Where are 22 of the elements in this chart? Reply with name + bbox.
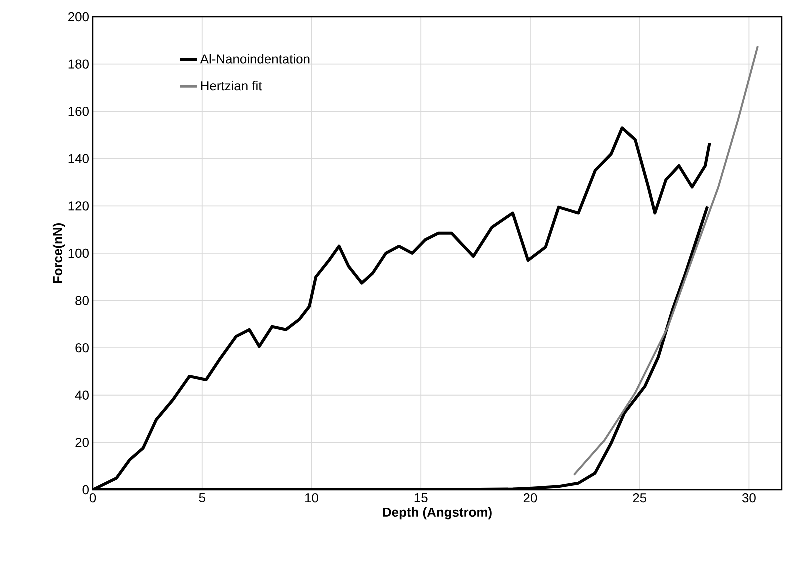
x-tick-label: 5 xyxy=(199,494,206,503)
y-tick-label: 180 xyxy=(68,60,89,69)
y-tick-label: 200 xyxy=(68,12,89,22)
y-tick-label: 160 xyxy=(68,106,89,116)
y-tick-label: 100 xyxy=(68,248,89,258)
y-axis-title: Force(nN) xyxy=(52,224,66,284)
x-tick-label: 30 xyxy=(742,494,756,503)
y-tick-label: 80 xyxy=(76,296,89,306)
x-axis-title: Depth (Angstrom) xyxy=(383,508,492,520)
y-tick-label: 20 xyxy=(76,438,89,448)
x-tick-label: 25 xyxy=(633,494,646,503)
x-tick-label: 15 xyxy=(414,494,428,503)
x-tick-label: 10 xyxy=(306,494,318,503)
y-tick-label: 60 xyxy=(76,343,89,353)
y-tick-label: 120 xyxy=(68,202,89,211)
y-tick-label: 140 xyxy=(68,154,89,164)
legend-label: Al-Nanoindentation xyxy=(200,54,310,64)
x-tick-label: 20 xyxy=(524,494,538,503)
x-tick-label: 0 xyxy=(90,494,96,503)
legend-label: Hertzian fit xyxy=(201,81,262,91)
y-tick-label: 0 xyxy=(82,485,89,495)
y-tick-label: 40 xyxy=(75,390,89,400)
